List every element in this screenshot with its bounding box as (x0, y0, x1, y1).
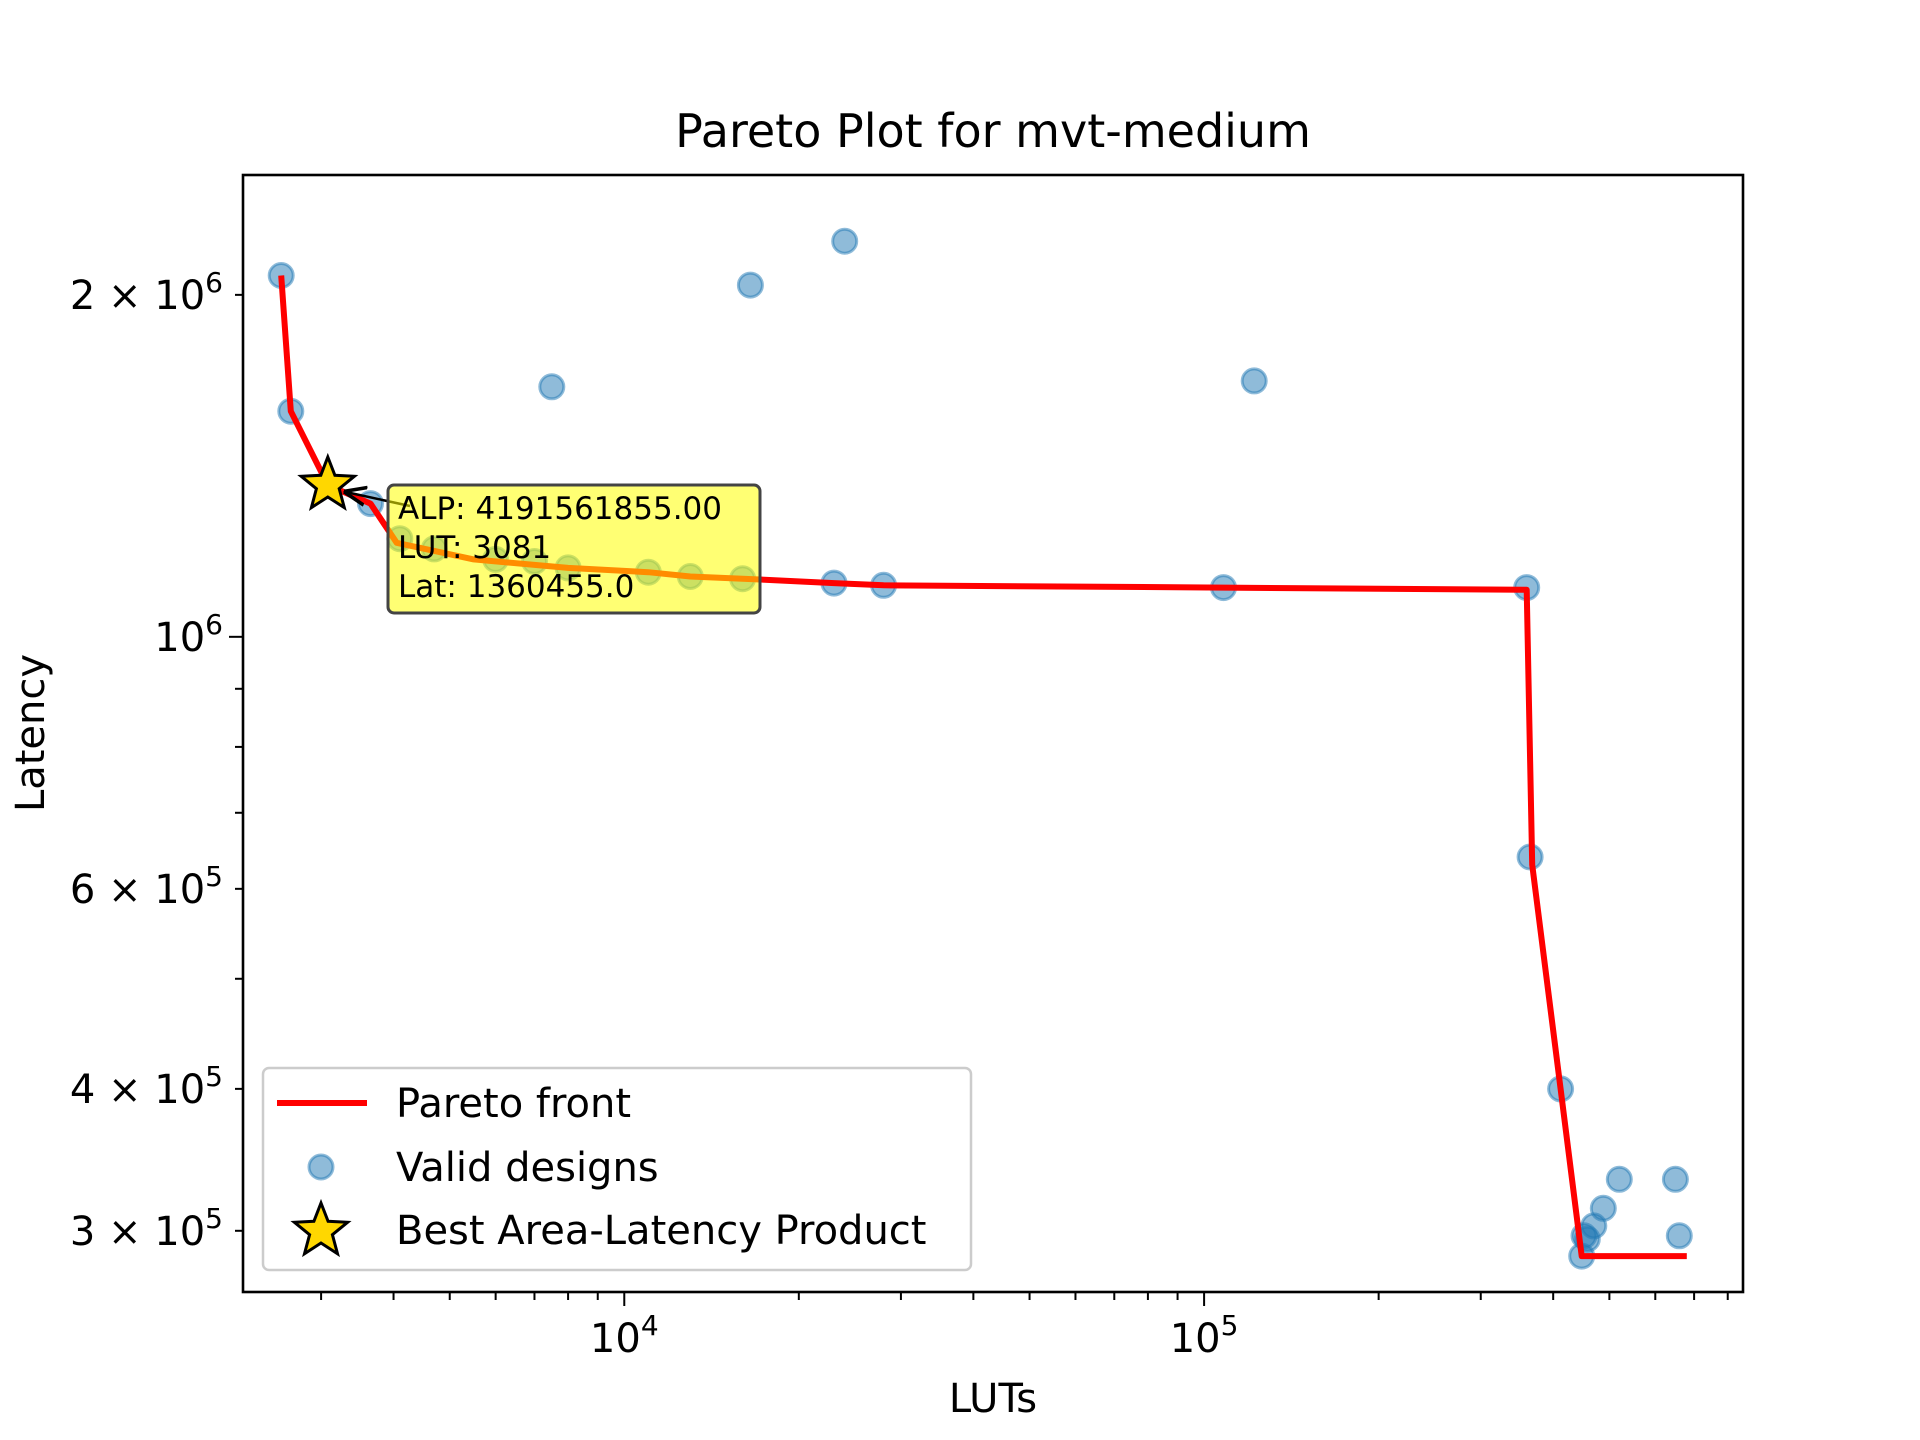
legend-frame (261, 1066, 973, 1272)
plot-frame (241, 173, 1745, 1294)
y-tick-label: 3 × 105 (70, 1202, 223, 1255)
legend-dot-swatch (307, 1153, 335, 1181)
valid-design-point (538, 373, 566, 401)
valid-design-point (1665, 1222, 1693, 1250)
legend-label-pareto: Pareto front (396, 1081, 631, 1127)
valid-design-point (736, 271, 764, 299)
valid-design-point (1589, 1194, 1617, 1222)
y-tick-label: 6 × 105 (70, 860, 223, 913)
valid-design-point (1240, 367, 1268, 395)
annotation-alp: ALP: 4191561855.00 (398, 491, 722, 527)
annotation-lut: LUT: 3081 (398, 530, 551, 566)
y-tick-label: 2 × 106 (70, 266, 223, 319)
legend: Pareto front Valid designs Best Area-Lat… (261, 1066, 973, 1272)
valid-design-point (1661, 1165, 1689, 1193)
x-tick-label: 105 (1170, 1309, 1239, 1362)
valid-design-point (1605, 1165, 1633, 1193)
legend-label-valid: Valid designs (396, 1145, 659, 1191)
x-axis-label: LUTs (949, 1376, 1037, 1422)
y-tick-label: 4 × 105 (70, 1060, 223, 1113)
annotation-box: ALP: 4191561855.00 LUT: 3081 Lat: 136045… (386, 483, 762, 615)
y-axis-label: Latency (8, 654, 54, 812)
valid-design-point (831, 227, 859, 255)
x-tick-label: 104 (590, 1309, 659, 1362)
legend-label-best: Best Area-Latency Product (396, 1208, 926, 1254)
legend-star-shape (290, 1198, 352, 1258)
axis-ticks: 104 105 2 × 106 106 6 × 105 4 × 105 3 × 105 (70, 266, 1729, 1362)
annotation-lat: Lat: 1360455.0 (398, 569, 634, 605)
legend-star-icon (290, 1198, 352, 1258)
chart-title: Pareto Plot for mvt-medium (675, 104, 1311, 158)
y-tick-label: 106 (154, 608, 223, 661)
best-point-star (297, 452, 359, 511)
